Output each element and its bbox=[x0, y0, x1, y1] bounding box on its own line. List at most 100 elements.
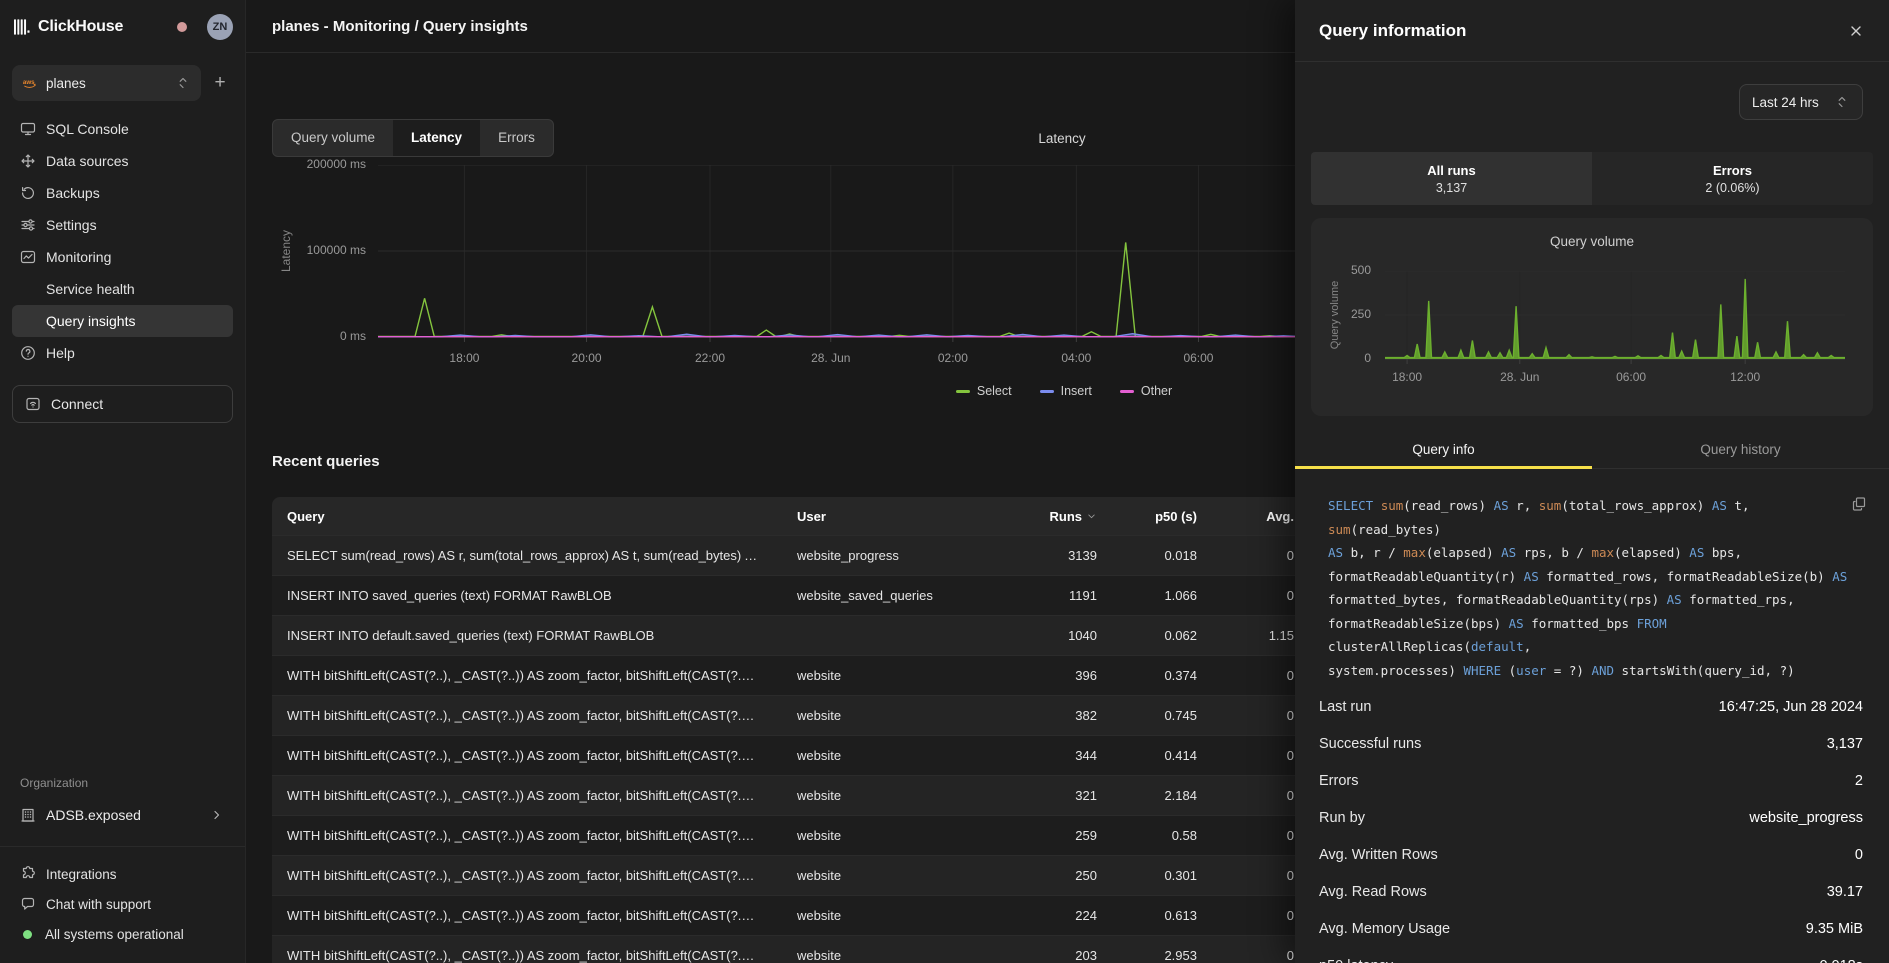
sidebar-item-query-insights[interactable]: Query insights bbox=[12, 305, 233, 337]
chevron-right-icon bbox=[209, 807, 225, 823]
column-header-runs[interactable]: Runs bbox=[1032, 509, 1097, 524]
user-cell: website_saved_queries bbox=[782, 588, 1032, 603]
sidebar-item-help[interactable]: Help bbox=[12, 337, 233, 369]
sql-query-text[interactable]: SELECT sum(read_rows) AS r, sum(total_ro… bbox=[1328, 494, 1859, 682]
segment-value: 2 (0.06%) bbox=[1705, 181, 1759, 195]
sidebar-item-label: Service health bbox=[46, 281, 135, 297]
svg-text:aws: aws bbox=[23, 79, 35, 86]
query-stats-list: Last run16:47:25, Jun 28 2024Successful … bbox=[1319, 688, 1863, 963]
sort-descending-icon[interactable] bbox=[1086, 511, 1097, 522]
panel-header: Query information bbox=[1295, 0, 1889, 62]
column-header-query[interactable]: Query bbox=[272, 509, 782, 524]
building-icon bbox=[20, 807, 36, 823]
segment-errors[interactable]: Errors2 (0.06%) bbox=[1592, 152, 1873, 205]
sidebar-item-sql-console[interactable]: SQL Console bbox=[12, 113, 233, 145]
puzzle-icon bbox=[20, 866, 36, 882]
legend-item-other[interactable]: Other bbox=[1120, 384, 1172, 398]
tab-query-info[interactable]: Query info bbox=[1295, 434, 1592, 468]
query-volume-chart[interactable]: 18:0028. Jun06:0012:00 bbox=[1385, 271, 1845, 393]
stat-label: Avg. Read Rows bbox=[1319, 884, 1827, 900]
time-range-select[interactable]: Last 24 hrs bbox=[1739, 84, 1863, 120]
sidebar-item-label: Chat with support bbox=[46, 897, 151, 912]
notification-dot[interactable] bbox=[177, 22, 187, 32]
close-icon[interactable] bbox=[1847, 22, 1865, 40]
avatar[interactable]: ZN bbox=[207, 14, 233, 40]
stat-label: Avg. Memory Usage bbox=[1319, 921, 1806, 937]
avg-cell: 0 bbox=[1197, 828, 1294, 843]
query-cell: INSERT INTO default.saved_queries (text)… bbox=[272, 628, 782, 643]
p50-cell: 0.301 bbox=[1097, 868, 1197, 883]
svg-text:02:00: 02:00 bbox=[938, 351, 968, 365]
sidebar-item-monitoring[interactable]: Monitoring bbox=[12, 241, 233, 273]
sidebar-item-integrations[interactable]: Integrations bbox=[12, 859, 233, 889]
query-cell: WITH bitShiftLeft(CAST(?..), _CAST(?..))… bbox=[272, 948, 782, 963]
column-header-user[interactable]: User bbox=[782, 509, 1032, 524]
svg-text:20:00: 20:00 bbox=[572, 351, 602, 365]
stat-value: 0 bbox=[1855, 847, 1863, 863]
avg-cell: 0 bbox=[1197, 948, 1294, 963]
stat-value: website_progress bbox=[1749, 810, 1863, 826]
legend-item-insert[interactable]: Insert bbox=[1040, 384, 1092, 398]
sidebar-item-chat-with-support[interactable]: Chat with support bbox=[12, 889, 233, 919]
connect-button[interactable]: Connect bbox=[12, 385, 233, 423]
legend-label: Insert bbox=[1061, 384, 1092, 398]
sidebar-item-settings[interactable]: Settings bbox=[12, 209, 233, 241]
legend-item-select[interactable]: Select bbox=[956, 384, 1012, 398]
stat-value: 0.018s bbox=[1819, 958, 1863, 963]
runs-cell: 224 bbox=[1032, 908, 1097, 923]
runs-cell: 1040 bbox=[1032, 628, 1097, 643]
sidebar-item-service-health[interactable]: Service health bbox=[12, 273, 233, 305]
svg-text:04:00: 04:00 bbox=[1061, 351, 1091, 365]
stat-row: p50 latency0.018s bbox=[1319, 947, 1863, 963]
organization-name: ADSB.exposed bbox=[46, 807, 141, 823]
stat-value: 16:47:25, Jun 28 2024 bbox=[1719, 699, 1863, 715]
y-tick-label: 0 ms bbox=[340, 329, 366, 343]
sidebar-divider bbox=[0, 846, 245, 847]
organization-row[interactable]: ADSB.exposed bbox=[12, 798, 233, 832]
monitoring-icon bbox=[20, 249, 36, 265]
query-cell: WITH bitShiftLeft(CAST(?..), _CAST(?..))… bbox=[272, 668, 782, 683]
panel-title: Query information bbox=[1319, 21, 1847, 41]
runs-cell: 250 bbox=[1032, 868, 1097, 883]
tab-errors[interactable]: Errors bbox=[480, 120, 553, 156]
tab-query-history[interactable]: Query history bbox=[1592, 434, 1889, 468]
sidebar-item-label: Help bbox=[46, 345, 75, 361]
sql-line: formatted_bytes, formatReadableQuantity(… bbox=[1328, 588, 1859, 612]
runs-header-label: Runs bbox=[1050, 509, 1083, 524]
add-service-button[interactable]: + bbox=[207, 72, 233, 94]
query-cell: WITH bitShiftLeft(CAST(?..), _CAST(?..))… bbox=[272, 708, 782, 723]
query-cell: INSERT INTO saved_queries (text) FORMAT … bbox=[272, 588, 782, 603]
sql-line: SELECT sum(read_rows) AS r, sum(total_ro… bbox=[1328, 494, 1859, 541]
sidebar-item-data-sources[interactable]: Data sources bbox=[12, 145, 233, 177]
stat-label: Run by bbox=[1319, 810, 1749, 826]
stat-label: Avg. Written Rows bbox=[1319, 847, 1855, 863]
sidebar-item-label: All systems operational bbox=[45, 927, 184, 942]
sidebar-footer: Integrations Chat with support All systems… bbox=[12, 859, 233, 949]
service-name: planes bbox=[46, 76, 167, 91]
sidebar-item-label: Backups bbox=[46, 185, 100, 201]
sidebar-item-label: Integrations bbox=[46, 867, 117, 882]
service-selector[interactable]: aws planes bbox=[12, 65, 201, 101]
stat-row: Avg. Written Rows0 bbox=[1319, 836, 1863, 873]
segment-all-runs[interactable]: All runs3,137 bbox=[1311, 152, 1592, 205]
column-header-p50[interactable]: p50 (s) bbox=[1097, 509, 1197, 524]
query-cell: WITH bitShiftLeft(CAST(?..), _CAST(?..))… bbox=[272, 788, 782, 803]
sql-line: formatReadableQuantity(r) AS formatted_r… bbox=[1328, 565, 1859, 589]
segment-label: All runs bbox=[1427, 163, 1475, 178]
sidebar-item-all-systems-operational[interactable]: All systems operational bbox=[12, 919, 233, 949]
sidebar-item-label: SQL Console bbox=[46, 121, 129, 137]
column-header-avg[interactable]: Avg. bbox=[1197, 509, 1294, 524]
avg-cell: 0 bbox=[1197, 788, 1294, 803]
user-cell: website bbox=[782, 708, 1032, 723]
tab-latency[interactable]: Latency bbox=[393, 120, 480, 156]
runs-cell: 3139 bbox=[1032, 548, 1097, 563]
tab-query-volume[interactable]: Query volume bbox=[273, 120, 393, 156]
page: ClickHouse ZN aws planes + SQL ConsoleDa… bbox=[0, 0, 1889, 963]
latency-chart-title: Latency bbox=[1038, 131, 1085, 146]
sidebar-item-backups[interactable]: Backups bbox=[12, 177, 233, 209]
runs-cell: 259 bbox=[1032, 828, 1097, 843]
avg-cell: 0 bbox=[1197, 868, 1294, 883]
avg-cell: 0 bbox=[1197, 668, 1294, 683]
query-volume-card: Query volume Query volume 0250500 18:002… bbox=[1311, 218, 1873, 416]
copy-icon[interactable] bbox=[1851, 496, 1867, 512]
